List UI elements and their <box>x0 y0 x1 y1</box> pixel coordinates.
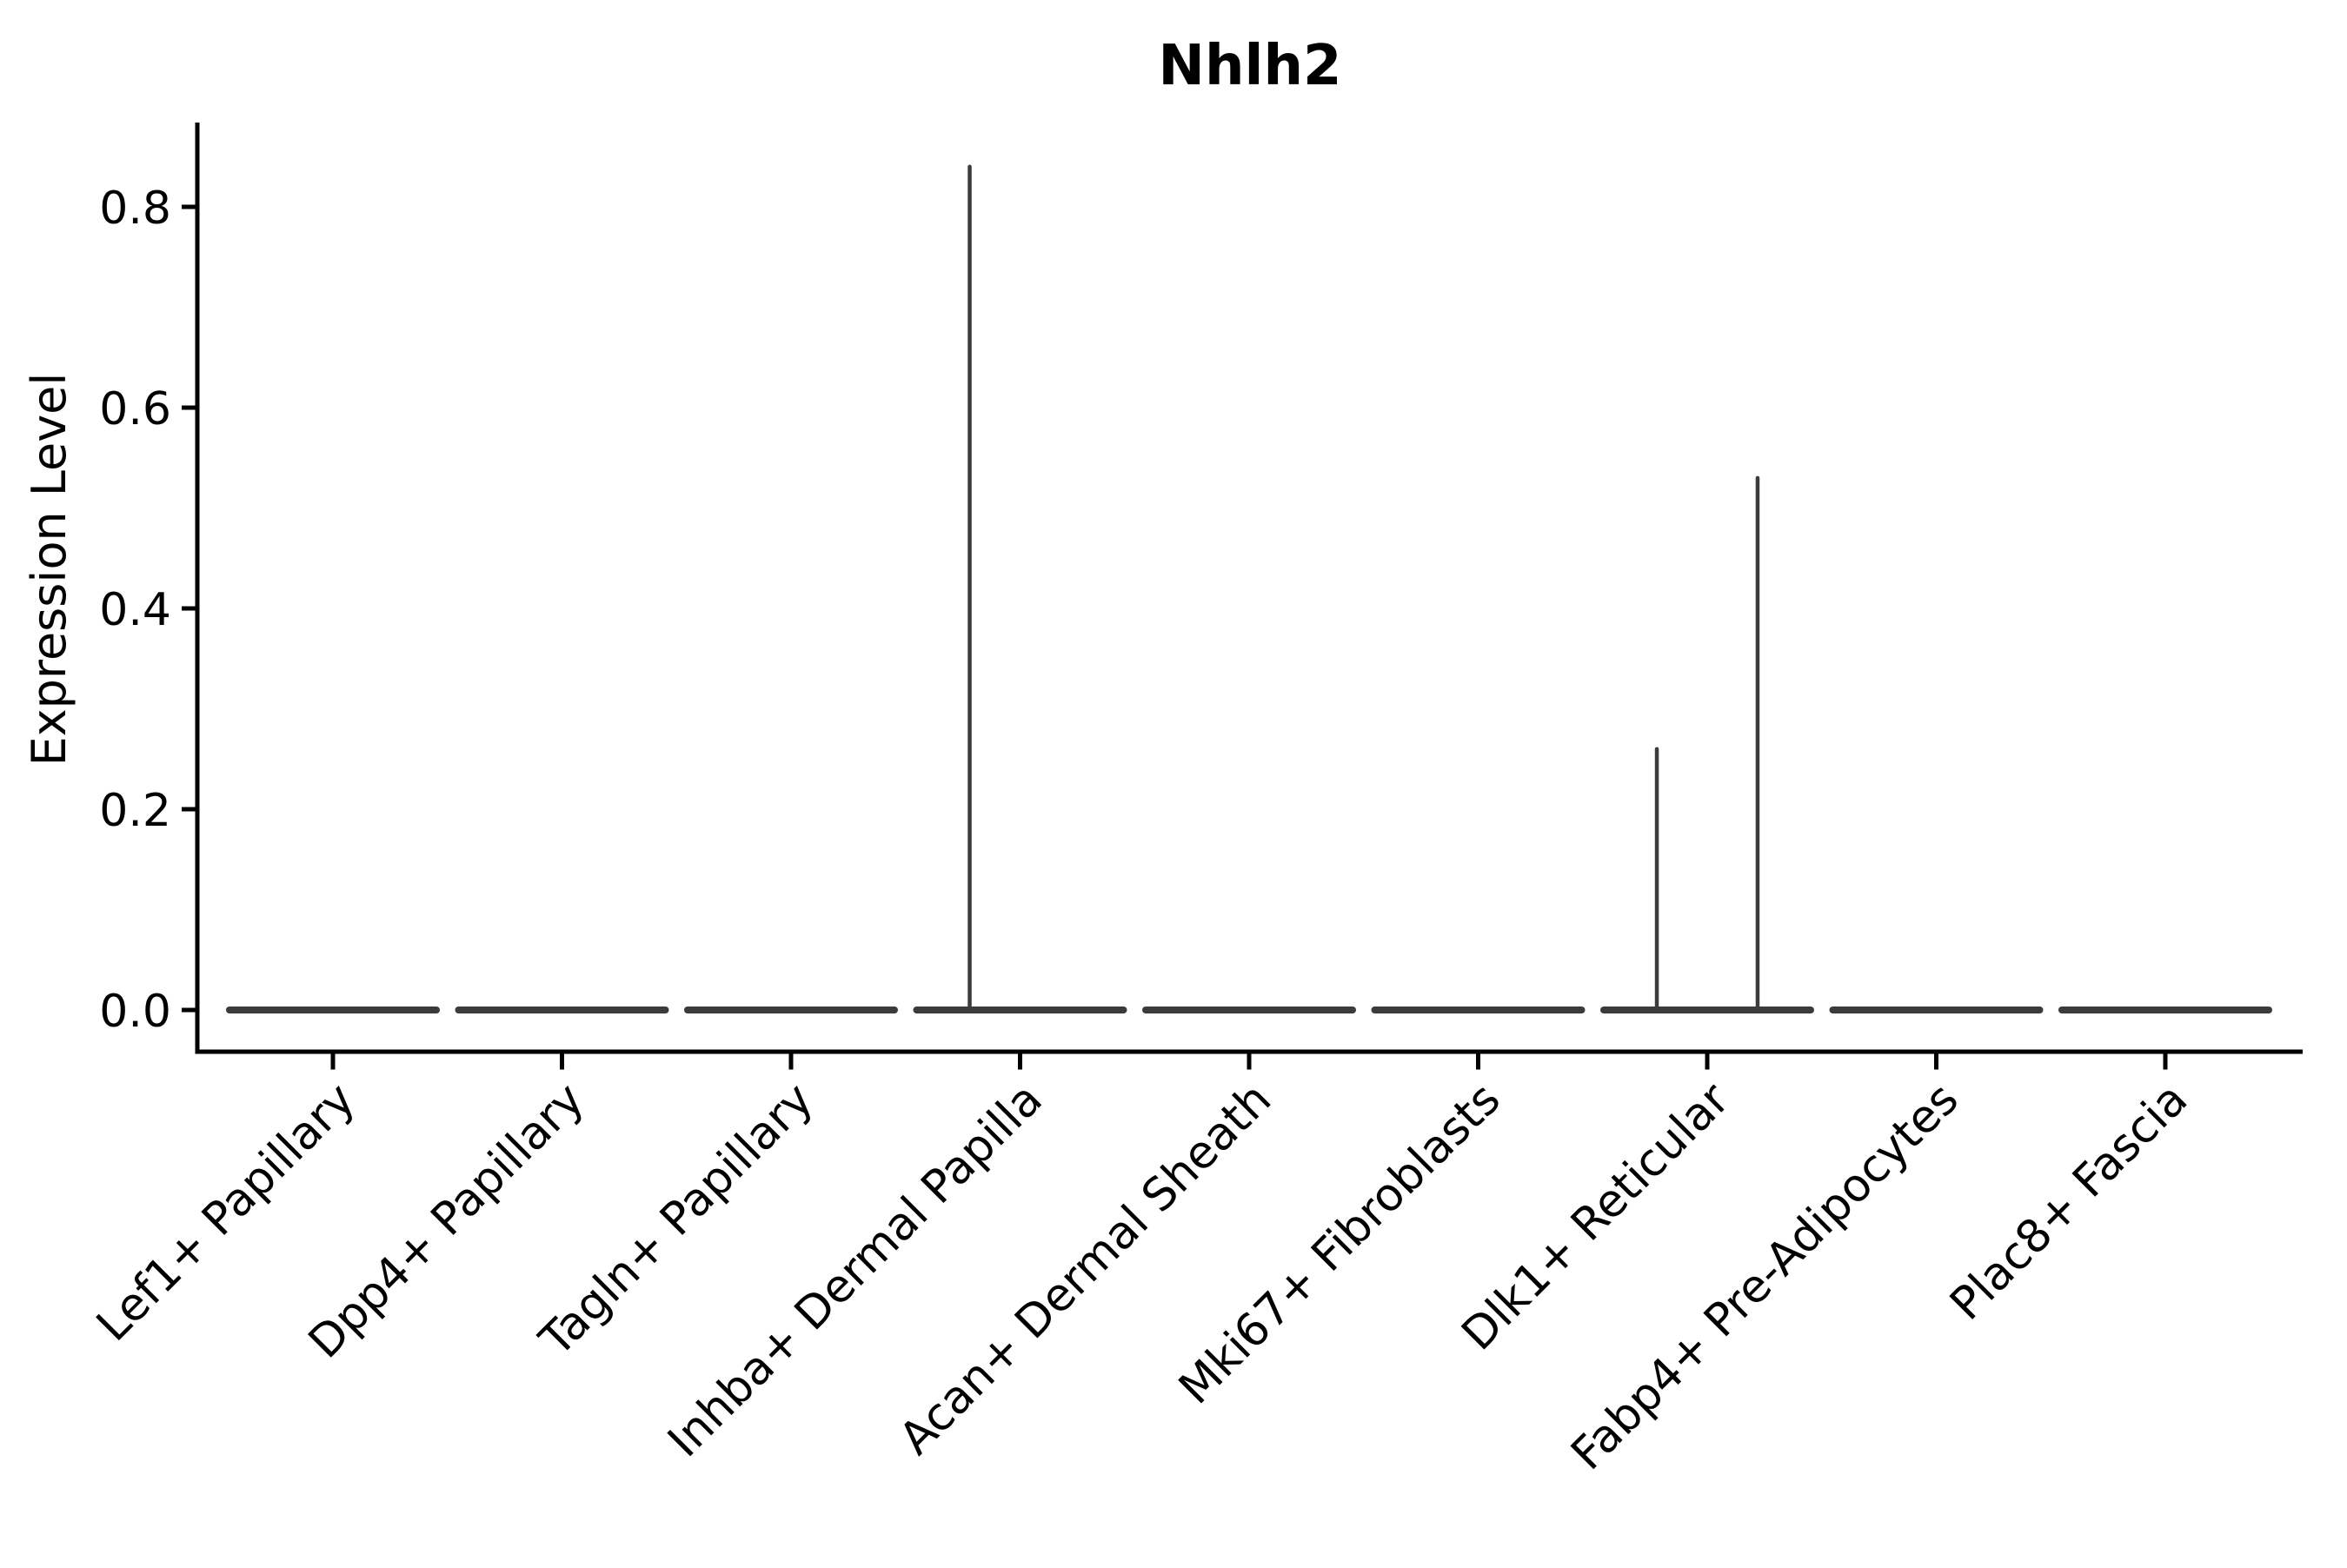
y-tick-label: 0.0 <box>99 986 171 1038</box>
y-ticks-group: 0.0 0.2 0.4 0.6 0.8 <box>99 183 197 1038</box>
y-tick-label: 0.2 <box>99 785 171 837</box>
y-axis-label: Expression Level <box>22 373 76 767</box>
chart-title: Nhlh2 <box>1158 34 1341 98</box>
y-tick-label: 0.8 <box>99 183 171 235</box>
violins-group <box>226 164 2272 1013</box>
axes-group <box>195 123 2303 1054</box>
y-tick-label: 0.6 <box>99 383 171 435</box>
y-tick-label: 0.4 <box>99 584 171 636</box>
